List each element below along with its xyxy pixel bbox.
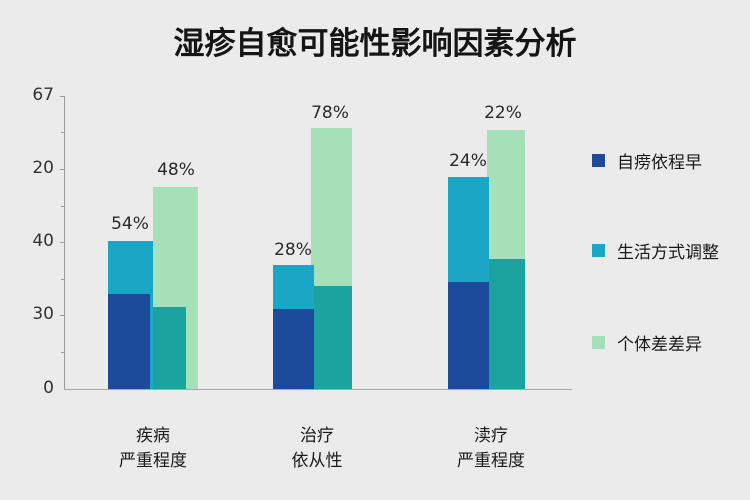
bar-g1-navy [108,294,150,389]
y-tick-label: 40 [32,231,54,251]
y-tick [60,315,65,316]
legend-item: 生活方式调整 [592,238,719,263]
legend-label: 自痨依程早 [617,153,702,173]
bar-g2-navy [273,309,314,389]
x-category-line: 渎疗 [474,426,508,446]
legend-label: 个体差差异 [617,335,702,355]
legend-item: 个体差差异 [592,330,702,355]
y-tick [60,242,65,243]
y-minor-tick [61,206,65,207]
bar-g1-teal [150,307,186,389]
legend-swatch-square-icon [592,336,605,349]
x-axis [64,389,572,390]
y-tick-label: 67 [32,85,54,105]
y-minor-tick [61,352,65,353]
y-tick [60,96,65,97]
x-category-line: 治疗 [300,426,334,446]
bar-label-g3-left: 24% [449,151,487,171]
bar-label-g2-right: 78% [311,103,349,123]
y-minor-tick [61,279,65,280]
legend-swatch-square-icon [592,154,605,167]
x-category-line: 严重程度 [119,451,187,471]
legend-swatch-square-icon [592,244,605,257]
x-category-line: 疾病 [136,426,170,446]
y-tick-label: 0 [43,378,54,398]
legend-item: 自痨依程早 [592,148,702,173]
y-tick [60,169,65,170]
x-category-line: 依从性 [291,451,343,471]
y-tick-label: 20 [32,158,54,178]
chart-title: 湿疹自愈可能性影响因素分析 [173,26,577,62]
x-category-line: 严重程度 [457,451,525,471]
bar-g3-navy [448,282,489,389]
x-category-1: 疾病 严重程度 [83,424,223,474]
bar-label-g1-right: 48% [157,160,195,180]
bar-g3-teal [489,259,525,389]
x-category-3: 渎疗 严重程度 [421,424,561,474]
bar-label-g2-left: 28% [274,240,312,260]
y-tick-label: 30 [32,304,54,324]
bar-label-g3-right: 22% [484,103,522,123]
bar-g2-teal [314,286,352,389]
bar-label-g1-left: 54% [111,214,149,234]
x-category-2: 治疗 依从性 [247,424,387,474]
y-minor-tick [61,132,65,133]
legend-label: 生活方式调整 [617,243,719,263]
